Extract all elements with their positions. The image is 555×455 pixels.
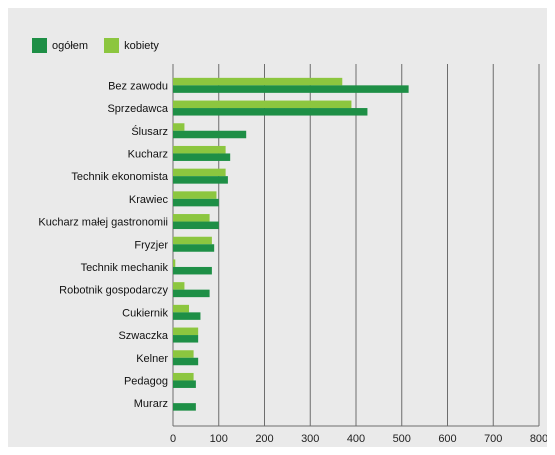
category-label: Krawiec (129, 194, 169, 206)
x-tick-label-600: 600 (438, 433, 456, 445)
category-label: Technik mechanik (81, 262, 169, 274)
bar-ogolem (173, 176, 228, 184)
category-label: Szwaczka (118, 330, 168, 342)
bar-kobiety (173, 191, 217, 199)
legend-item-ogolem: ogółem (32, 38, 88, 53)
bar-ogolem (173, 108, 368, 116)
bar-ogolem (173, 85, 409, 93)
category-label: Kucharz (128, 148, 168, 160)
bar-kobiety (173, 304, 190, 313)
x-tick-label-200: 200 (255, 433, 273, 445)
x-tick-label-700: 700 (484, 433, 502, 445)
bar-ogolem (173, 153, 231, 161)
category-label: Ślusarz (131, 125, 168, 138)
x-tick-label-300: 300 (301, 433, 319, 445)
category-label: Bez zawodu (108, 80, 168, 92)
x-tick-label-100: 100 (210, 433, 228, 445)
bar-kobiety (173, 145, 226, 154)
bar-kobiety (173, 77, 343, 86)
bar-ogolem (173, 380, 196, 388)
bar-ogolem (173, 289, 210, 298)
category-label: Robotnik gospodarczy (59, 285, 168, 297)
category-label: Murarz (134, 398, 168, 410)
bar-kobiety (173, 168, 226, 177)
bar-kobiety (173, 236, 212, 245)
bar-kobiety (173, 372, 194, 381)
legend-label-kobiety: kobiety (124, 39, 159, 52)
bar-kobiety (173, 100, 352, 109)
category-label: Fryzjer (134, 239, 168, 251)
category-label: Kelner (136, 353, 168, 365)
bar-ogolem (173, 312, 201, 320)
bar-ogolem (173, 198, 219, 207)
chart-frame: ogółem kobiety 0 100 200 300 400 500 600 700 800… (8, 8, 547, 447)
category-label: Cukiernik (122, 307, 168, 319)
x-tick-label-500: 500 (393, 433, 411, 445)
legend-item-kobiety: kobiety (104, 38, 159, 53)
category-label: Technik ekonomista (71, 171, 168, 183)
category-label: Kucharz małej gastronomii (38, 217, 168, 229)
bar-ogolem (173, 266, 212, 275)
x-tick-label-800: 800 (530, 433, 547, 445)
category-label: Pedagog (124, 375, 168, 387)
bar-kobiety (173, 123, 185, 131)
bar-kobiety (173, 214, 210, 222)
bar-kobiety (173, 327, 199, 336)
bar-ogolem (173, 357, 199, 366)
legend-swatch-ogolem (32, 38, 47, 53)
x-tick-label-0: 0 (170, 433, 176, 445)
x-tick-label-400: 400 (347, 433, 365, 445)
legend-swatch-kobiety (104, 38, 120, 53)
bar-kobiety (173, 259, 176, 267)
bar-ogolem (173, 335, 199, 343)
bar-ogolem (173, 130, 247, 139)
chart-legend: ogółem kobiety (32, 38, 169, 53)
bar-ogolem (173, 403, 196, 411)
bar-kobiety (173, 282, 185, 290)
legend-label-ogolem: ogółem (52, 39, 89, 52)
bar-ogolem (173, 221, 219, 230)
bar-chart: 0 100 200 300 400 500 600 700 800 Bez zawodu Sprze… (38, 64, 547, 445)
bar-kobiety (173, 350, 194, 358)
bar-ogolem (173, 244, 215, 252)
category-label: Sprzedawca (107, 103, 168, 115)
